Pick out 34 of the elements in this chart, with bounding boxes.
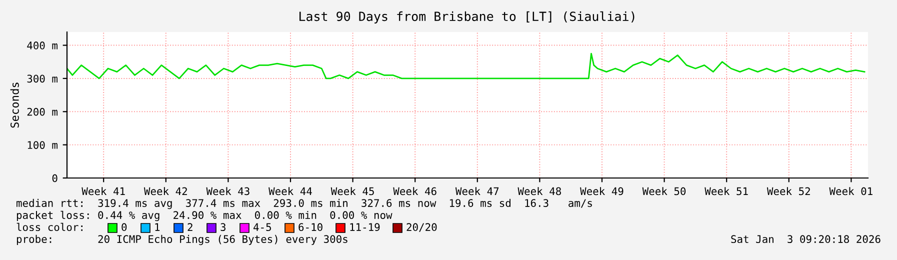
x-tick-label: Week 46	[393, 187, 436, 196]
text: 0	[122, 223, 127, 232]
line-series	[67, 52, 866, 80]
text: 3	[220, 223, 226, 232]
y-tick-label: 200 m	[27, 108, 58, 116]
text: Sat Jan 3 09:20:18 2026	[731, 235, 880, 244]
y-tick-label: 100 m	[28, 141, 58, 149]
text: 4-5	[254, 223, 271, 232]
x-tick-label: Week 44	[268, 187, 312, 196]
x-tick-label: Week 50	[642, 187, 686, 196]
x-tick-label: Week 43	[206, 187, 250, 196]
text: loss color:	[16, 222, 82, 232]
text: 6-10	[298, 223, 322, 232]
text: 1	[155, 223, 160, 231]
y-tick-label: 0	[52, 174, 58, 182]
text: 20/20	[406, 223, 437, 232]
chart-title: Last 90 Days from Brisbane to [LT] (Siauliai)	[299, 11, 634, 24]
x-tick-label: Week 45	[330, 187, 374, 196]
y-tick-label: 400 m	[27, 42, 58, 50]
text: probe: 20 ICMP Echo Pings (56 Bytes) every 300s	[16, 234, 348, 246]
x-tick-label: Week 49	[580, 187, 624, 196]
text: 11-19	[350, 223, 380, 232]
text: packet loss: 0.44 % avg 24.90 % max 0.00 % min 0.00 % now	[16, 210, 392, 222]
x-tick-label: Week 42	[144, 187, 187, 196]
x-tick-label: Week 48	[518, 187, 561, 196]
x-tick-label: Week 52	[766, 187, 810, 196]
x-tick-label: Week 47	[455, 187, 499, 196]
x-tick-label: Week 51	[704, 187, 748, 196]
x-tick-label: Week 41	[82, 187, 125, 196]
text: median rtt: 319.4 ms avg 377.4 ms max 293.0 ms min 327.6 ms now 19.6 ms sd 16.3 am/s	[16, 198, 592, 210]
x-tick-label: Week 01	[829, 187, 872, 196]
text: 2	[188, 223, 192, 231]
y-tick-label: 300 m	[27, 74, 58, 83]
y-axis-title: Seconds	[10, 82, 19, 128]
